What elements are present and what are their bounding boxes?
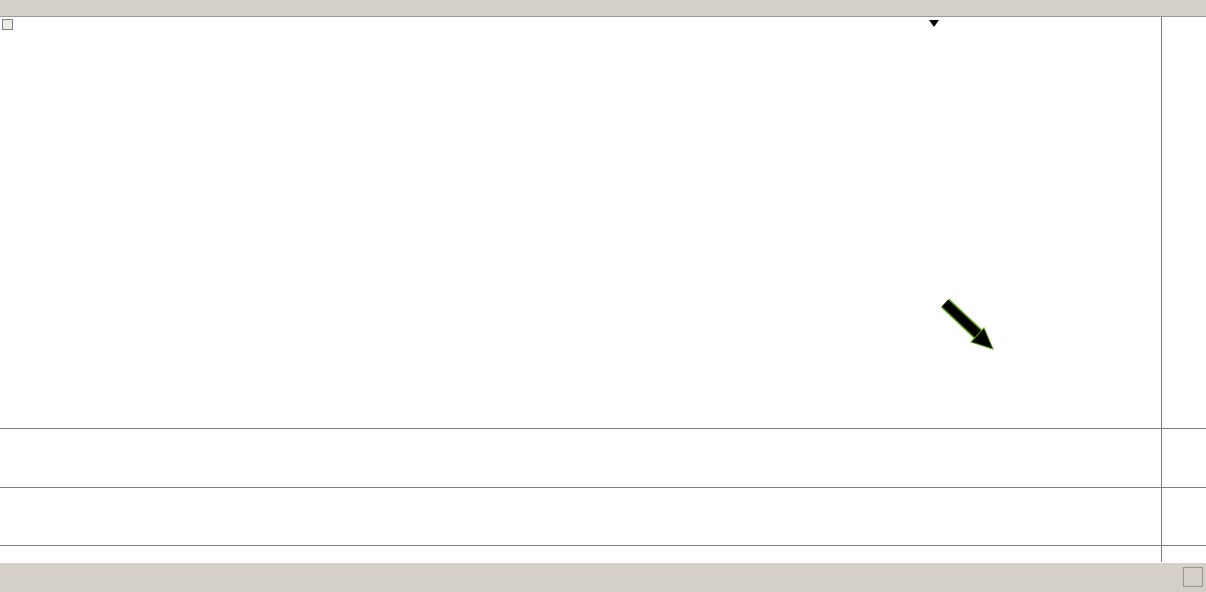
down-trend-arrow-annotation[interactable] <box>938 298 996 352</box>
rsi-axis[interactable] <box>1161 488 1206 545</box>
chart-title <box>2 19 43 30</box>
chart-tab-bar <box>0 562 1206 592</box>
chart-shift-marker-icon[interactable] <box>929 20 939 27</box>
time-axis[interactable] <box>0 545 1206 562</box>
time-axis-corner <box>1161 546 1206 562</box>
candlestick-canvas[interactable] <box>0 17 300 167</box>
rsi-panel <box>0 487 1206 592</box>
collapse-chart-icon[interactable] <box>2 19 13 30</box>
price-axis[interactable] <box>1161 17 1206 428</box>
price-chart-panel <box>0 17 1206 428</box>
macd-panel <box>0 428 1206 579</box>
tab-list-icon[interactable] <box>1183 567 1203 587</box>
timeframe-toolbar <box>0 0 1206 17</box>
time-labels <box>0 546 1161 562</box>
chart-area <box>0 17 1206 592</box>
macd-axis[interactable] <box>1161 429 1206 487</box>
